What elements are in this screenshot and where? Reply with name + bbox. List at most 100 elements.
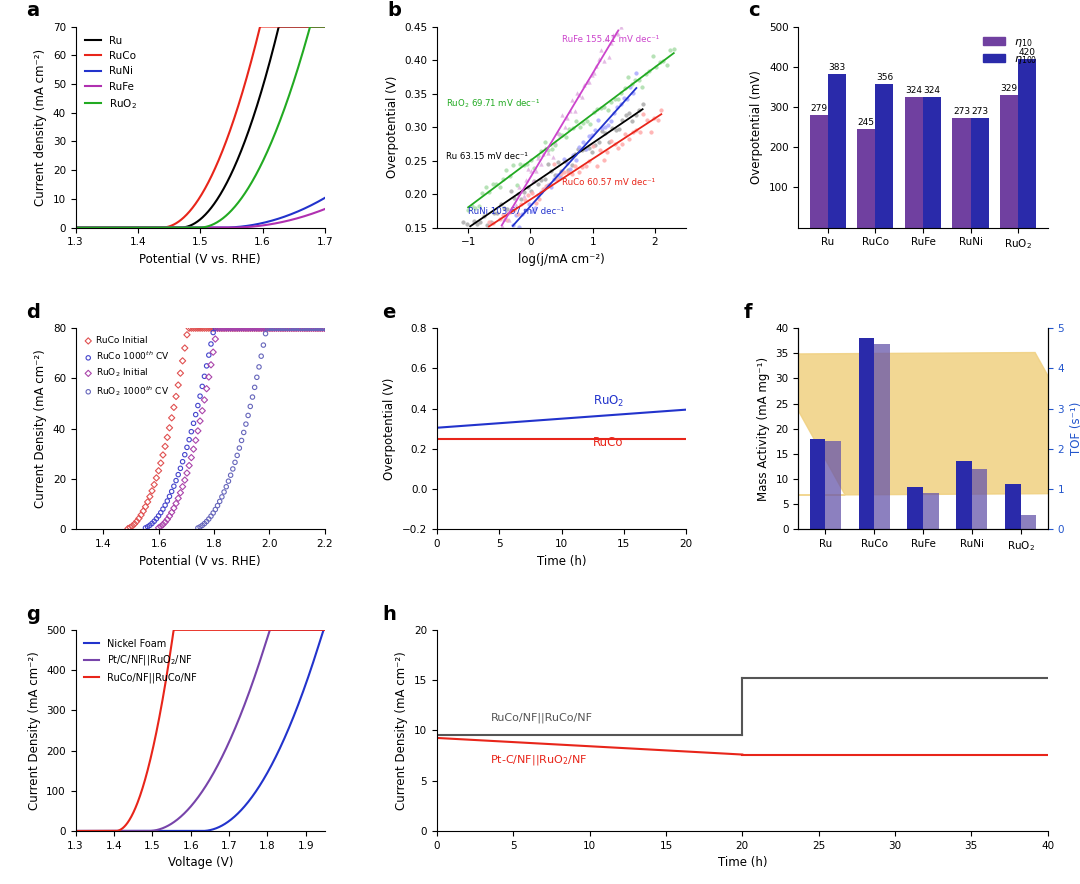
- RuCo Initial: [139, 495, 157, 509]
- Text: 279: 279: [810, 104, 827, 113]
- RuO$_2$ Initial: [187, 433, 204, 447]
- Point: [607, 26, 624, 40]
- RuCo/NF||RuCo/NF: [257, 624, 270, 635]
- RuCo 1000$^{th}$ CV: [242, 321, 259, 335]
- RuCo Initial: [300, 321, 318, 335]
- RuCo Initial: [215, 321, 232, 335]
- RuO$_2$ Initial: [289, 321, 307, 335]
- RuCo 1000$^{th}$ CV: [180, 432, 198, 446]
- RuCo 1000$^{th}$ CV: [238, 321, 255, 335]
- RuCo: [235, 88, 248, 99]
- Point: [482, 215, 499, 229]
- RuCo/NF||RuCo/NF: [167, 624, 180, 635]
- Point: [536, 171, 553, 186]
- Point: [504, 158, 522, 172]
- RuO$_2$: [181, 222, 194, 232]
- RuNi: [69, 222, 82, 232]
- RuCo 1000$^{th}$ CV: [204, 325, 221, 339]
- Point: [529, 149, 546, 164]
- Nickel Foam: [235, 804, 248, 814]
- RuCo 1000$^{th}$ CV: [229, 321, 246, 335]
- Point: [536, 182, 553, 196]
- RuCo 1000$^{th}$ CV: [222, 321, 240, 335]
- RuFe: [257, 220, 270, 231]
- Text: RuO$_2$: RuO$_2$: [593, 393, 624, 408]
- RuO$_2$ 1000$^{th}$ CV: [204, 506, 221, 520]
- RuO$_2$ Initial: [200, 370, 217, 384]
- RuCo Initial: [187, 321, 204, 335]
- RuO$_2$ 1000$^{th}$ CV: [211, 494, 228, 508]
- RuCo 1000$^{th}$ CV: [270, 321, 287, 335]
- Point: [649, 113, 666, 127]
- RuCo 1000$^{th}$ CV: [227, 321, 244, 335]
- Point: [583, 144, 600, 158]
- RuO$_2$ Initial: [176, 473, 193, 487]
- Text: 329: 329: [1000, 84, 1017, 94]
- RuO$_2$ Initial: [185, 442, 202, 456]
- Point: [484, 216, 501, 230]
- RuO$_2$ Initial: [161, 509, 178, 523]
- RuCo 1000$^{th}$ CV: [167, 474, 185, 488]
- Pt/C/NF||RuO$_2$/NF: [216, 751, 229, 761]
- X-axis label: Time (h): Time (h): [537, 554, 586, 568]
- Point: [523, 153, 540, 167]
- RuO$_2$ Initial: [213, 321, 230, 335]
- RuO$_2$ Initial: [189, 423, 206, 438]
- RuCo/NF||RuCo/NF: [69, 826, 82, 836]
- Point: [492, 197, 510, 211]
- RuO$_2$ Initial: [198, 382, 215, 396]
- Point: [514, 207, 531, 221]
- RuCo 1000$^{th}$ CV: [161, 490, 178, 504]
- Point: [567, 159, 584, 173]
- RuO$_2$ Initial: [302, 321, 320, 335]
- Point: [558, 111, 576, 126]
- Point: [598, 145, 616, 159]
- Bar: [1021, 515, 1037, 530]
- RuO$_2$ Initial: [208, 321, 226, 335]
- RuO$_2$ Initial: [283, 321, 300, 335]
- RuCo Initial: [240, 321, 257, 335]
- RuO$_2$ Initial: [270, 321, 287, 335]
- RuO$_2$ 1000$^{th}$ CV: [235, 425, 253, 439]
- RuO$_2$: [257, 155, 270, 165]
- RuCo 1000$^{th}$ CV: [202, 337, 219, 351]
- Point: [575, 116, 592, 130]
- RuCo 1000$^{th}$ CV: [139, 520, 157, 534]
- RuCo 1000$^{th}$ CV: [144, 516, 161, 530]
- RuCo 1000$^{th}$ CV: [253, 321, 270, 335]
- RuCo 1000$^{th}$ CV: [294, 321, 311, 335]
- RuCo 1000$^{th}$ CV: [157, 499, 174, 513]
- Point: [519, 188, 537, 202]
- Legend: Nickel Foam, Pt/C/NF||RuO$_2$/NF, RuCo/NF||RuCo/NF: Nickel Foam, Pt/C/NF||RuO$_2$/NF, RuCo/N…: [81, 635, 201, 687]
- RuO$_2$ 1000$^{th}$ CV: [298, 321, 315, 335]
- RuCo: [181, 208, 194, 218]
- RuCo Initial: [305, 321, 322, 335]
- Point: [504, 217, 522, 232]
- RuCo 1000$^{th}$ CV: [266, 321, 283, 335]
- RuFe: [181, 222, 194, 232]
- RuCo: [113, 222, 126, 232]
- Point: [620, 106, 637, 120]
- RuO$_2$ 1000$^{th}$ CV: [195, 516, 213, 530]
- RuO$_2$ Initial: [307, 321, 324, 335]
- RuCo Initial: [266, 321, 283, 335]
- RuO$_2$ Initial: [233, 321, 251, 335]
- RuCo 1000$^{th}$ CV: [211, 321, 228, 335]
- Point: [617, 127, 634, 141]
- RuCo Initial: [229, 321, 246, 335]
- Point: [603, 114, 620, 128]
- Point: [515, 186, 532, 200]
- RuCo Initial: [191, 321, 208, 335]
- Point: [592, 101, 609, 115]
- Point: [612, 97, 630, 111]
- RuO$_2$ Initial: [191, 414, 208, 428]
- RuCo/NF||RuCo/NF: [216, 624, 229, 635]
- Point: [624, 86, 642, 100]
- Point: [519, 179, 537, 194]
- Text: RuFe 155.41 mV dec⁻¹: RuFe 155.41 mV dec⁻¹: [562, 35, 659, 44]
- Point: [532, 143, 550, 157]
- RuCo 1000$^{th}$ CV: [187, 408, 204, 422]
- Point: [484, 177, 501, 191]
- RuO$_2$ 1000$^{th}$ CV: [259, 321, 276, 335]
- RuNi: [181, 222, 194, 232]
